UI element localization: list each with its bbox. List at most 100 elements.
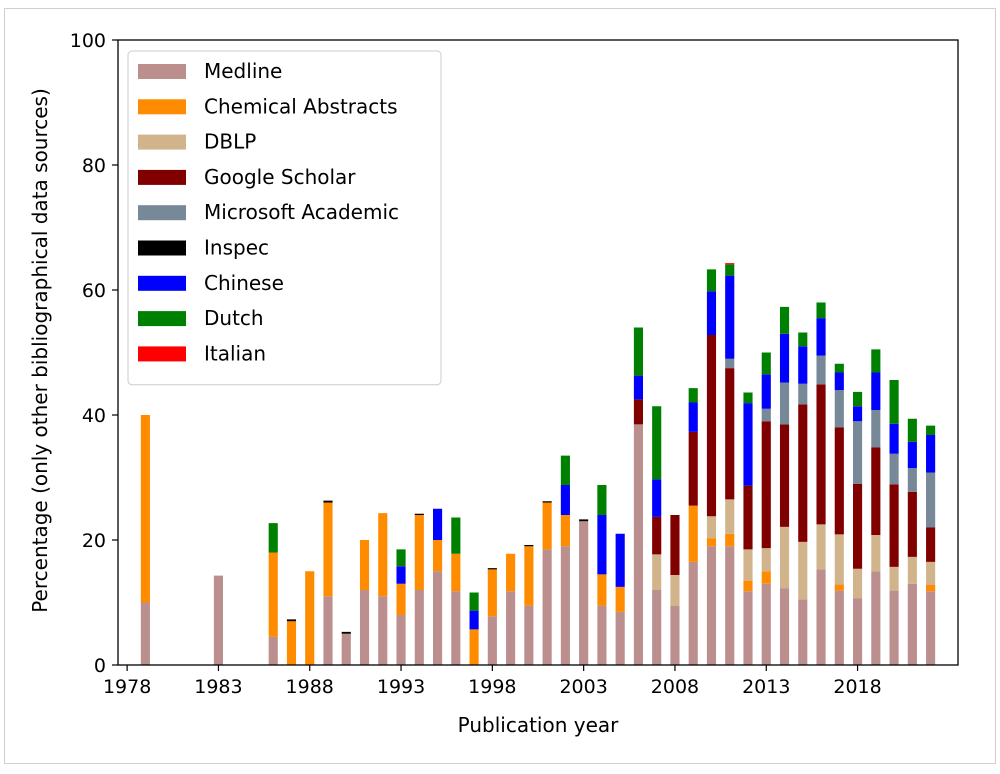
x-tick-label: 1993 [377,676,425,698]
bar-segment-2004-1 [597,574,607,606]
bar-segment-2018-6 [853,406,863,422]
legend-swatch [138,64,186,79]
bar-segment-2007-6 [652,479,662,517]
bar-segment-2001-0 [542,549,552,665]
bar-segment-2007-3 [652,516,662,555]
bar-segment-2010-3 [706,335,717,517]
bar-segment-2011-4 [725,358,735,369]
bar-segment-1999-1 [506,553,516,592]
bar-segment-2010-2 [706,516,717,539]
legend-label: DBLP [204,130,256,154]
bar-segment-2017-4 [834,390,844,428]
bar-segment-2006-7 [633,327,643,376]
bar-segment-2003-5 [579,519,589,522]
bar-segment-1986-0 [268,636,278,665]
bar-segment-1995-1 [433,540,443,572]
legend-label: Medline [204,59,282,83]
bar-segment-2011-8 [725,263,735,265]
bar-segment-2006-6 [633,375,643,400]
bar-segment-2017-0 [834,590,844,665]
bar-segment-2014-4 [779,382,790,425]
bar-segment-2019-7 [871,349,881,373]
legend-swatch [138,311,186,327]
bar-segment-2012-0 [743,591,753,665]
bar-segment-2017-7 [834,363,844,373]
bar-segment-2004-0 [597,605,607,665]
legend-label: Italian [204,341,266,365]
bar-segment-2004-6 [597,515,607,575]
bar-segment-2016-0 [816,569,826,665]
bar-segment-2008-2 [670,575,680,606]
legend-box [127,50,442,386]
y-axis-ticks: 0 20 40 60 80 100 [70,30,118,677]
bar-segment-2014-2 [779,526,790,589]
bar-segment-1994-1 [414,515,424,590]
bar-segment-2011-6 [725,275,735,359]
bar-segment-1979-1 [140,415,150,603]
bar-segment-1998-0 [487,616,497,665]
bar-segment-2002-7 [560,455,570,485]
x-tick-label: 1983 [194,676,242,698]
bar-segment-1994-5 [414,513,424,515]
bar-segment-2022-2 [926,561,936,585]
bar-segment-2000-5 [524,545,534,547]
bar-segment-2016-7 [816,302,826,319]
bar-segment-1995-6 [433,508,443,540]
legend: Medline Chemical Abstracts DBLP Google Scho… [127,50,442,386]
x-tick-label: 2018 [833,676,881,698]
bar-segment-2022-1 [926,585,936,592]
bar-segment-2012-3 [743,485,753,550]
bar-segment-2016-6 [816,318,826,356]
bar-segment-2016-3 [816,384,826,525]
plot-area-border [117,39,959,666]
bar-segment-2020-6 [889,423,899,454]
bar-segment-2019-4 [871,410,881,448]
bar-segment-2022-6 [926,435,936,473]
legend-swatch [138,169,186,185]
legend-label: Chemical Abstracts [204,94,398,118]
bar-segment-2012-6 [743,403,753,486]
bar-segment-2010-0 [706,546,717,665]
bar-segment-1996-1 [451,553,461,592]
bar-segment-2019-3 [871,447,881,535]
bar-segment-2010-6 [706,291,717,335]
bar-segment-2017-1 [834,584,844,591]
bar-segment-2001-1 [542,502,552,550]
x-tick-label: 1988 [286,676,334,698]
y-axis-title: Percentage (only other bibliographical d… [28,88,52,613]
bar-segment-1997-7 [469,592,479,611]
bar-segment-2002-0 [560,546,570,665]
bar-segment-2013-6 [761,374,771,409]
bar-segment-1991-1 [359,540,370,590]
x-axis-title: Publication year [458,713,620,737]
bar-segment-1997-1 [469,629,479,665]
bar-segment-2009-7 [688,388,698,403]
legend-label: Dutch [204,306,264,330]
bar-segment-2011-0 [725,546,735,665]
bar-segment-2005-1 [615,586,625,612]
bar-segment-2015-7 [798,332,808,347]
bar-segment-2011-2 [725,499,735,534]
x-tick-label: 2003 [559,676,607,698]
bar-segment-2015-3 [798,404,808,542]
bar-segment-1989-1 [323,502,333,597]
bar-segment-2021-2 [907,556,917,584]
bar-segment-1988-1 [305,571,315,665]
bar-segment-1992-0 [378,596,388,665]
bar-segment-2014-3 [779,424,790,527]
bar-segment-1997-6 [469,610,479,630]
bar-segment-1989-0 [323,596,333,665]
bar-segment-2020-3 [889,484,899,567]
bar-segment-1993-7 [396,549,406,567]
bar-segment-2018-3 [853,483,863,569]
bar-segment-1996-7 [451,517,461,554]
legend-swatch [138,275,186,291]
bar-segment-2008-0 [670,605,680,665]
x-tick-label: 2013 [742,676,790,698]
bar-segment-2007-7 [652,406,662,480]
bar-segment-1996-0 [451,591,461,665]
bar-segment-1983-0 [213,575,223,665]
bar-segment-2013-0 [761,583,771,665]
bar-segment-2020-4 [889,453,899,485]
bar-segment-2019-0 [871,571,881,665]
